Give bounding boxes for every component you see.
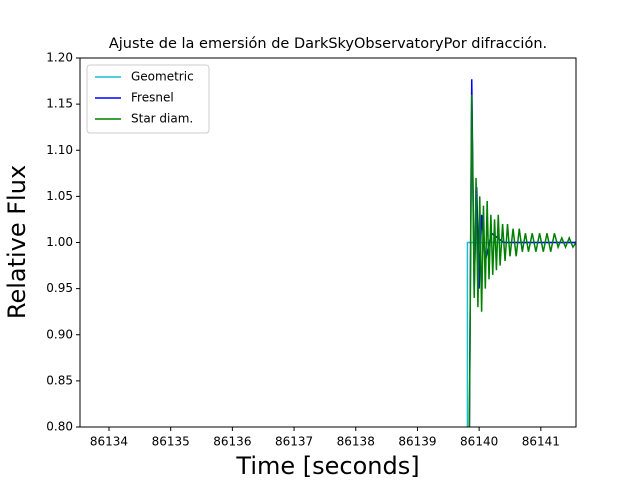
- y-tick-label: 0.90: [46, 327, 73, 341]
- x-tick-label: 86138: [337, 435, 375, 449]
- legend-label: Geometric: [131, 70, 194, 84]
- x-tick-label: 86135: [152, 435, 190, 449]
- legend-box: [86, 64, 210, 134]
- y-tick-label: 1.15: [46, 97, 73, 111]
- y-tick-label: 1.20: [46, 51, 73, 65]
- y-axis-label: Relative Flux: [3, 165, 31, 319]
- x-tick-label: 86137: [275, 435, 313, 449]
- y-tick-label: 1.10: [46, 143, 73, 157]
- line-series: [468, 94, 576, 427]
- x-tick-label: 86134: [90, 435, 128, 449]
- plot-area: [466, 79, 576, 427]
- x-tick-label: 86141: [522, 435, 560, 449]
- chart-title: Ajuste de la emersión de DarkSkyObservat…: [109, 36, 547, 52]
- legend-label: Star diam.: [131, 112, 193, 126]
- legend-label: Fresnel: [131, 91, 174, 105]
- x-tick-label: 86136: [213, 435, 251, 449]
- x-axis-label: Time [seconds]: [235, 452, 419, 480]
- y-tick-label: 0.85: [46, 373, 73, 387]
- x-tick-label: 86139: [398, 435, 436, 449]
- y-tick-label: 1.00: [46, 235, 73, 249]
- x-tick-label: 86140: [460, 435, 498, 449]
- y-tick-label: 0.80: [46, 420, 73, 434]
- y-tick-label: 1.05: [46, 189, 73, 203]
- y-tick-label: 0.95: [46, 281, 73, 295]
